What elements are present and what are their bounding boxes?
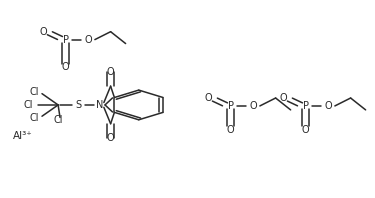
Text: O: O	[302, 125, 309, 135]
Text: Cl: Cl	[23, 100, 33, 110]
Text: O: O	[107, 67, 114, 77]
Text: O: O	[324, 101, 332, 111]
Text: P: P	[63, 35, 69, 45]
Text: N: N	[96, 100, 103, 110]
Text: O: O	[227, 125, 234, 135]
Text: Al³⁺: Al³⁺	[13, 131, 32, 141]
Text: O: O	[279, 93, 287, 103]
Text: P: P	[228, 101, 234, 111]
Text: Cl: Cl	[53, 115, 63, 125]
Text: O: O	[204, 93, 212, 103]
Text: O: O	[62, 62, 69, 72]
Text: O: O	[39, 27, 47, 37]
Text: Cl: Cl	[29, 113, 39, 123]
Text: O: O	[107, 133, 114, 143]
Text: P: P	[303, 101, 309, 111]
Text: S: S	[76, 100, 82, 110]
Text: O: O	[84, 35, 92, 45]
Text: Cl: Cl	[29, 87, 39, 97]
Text: O: O	[249, 101, 257, 111]
